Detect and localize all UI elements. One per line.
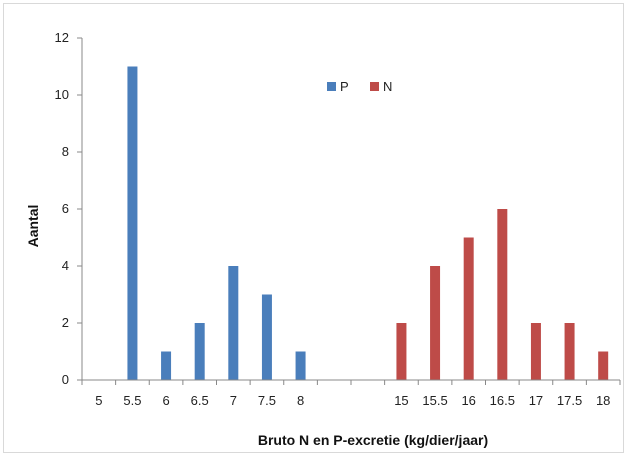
x-tick-label: 7.5 — [258, 393, 276, 408]
x-tick-label: 7 — [230, 393, 237, 408]
bar-n — [463, 237, 474, 380]
x-tick-label: 15.5 — [422, 393, 447, 408]
legend-label-p: P — [340, 79, 349, 94]
bar-p — [161, 351, 172, 380]
y-tick-label: 8 — [62, 144, 69, 159]
x-tick-label: 17 — [529, 393, 543, 408]
bars — [127, 66, 609, 380]
x-tick-label: 8 — [297, 393, 304, 408]
x-axis-title: Bruto N en P-excretie (kg/dier/jaar) — [258, 432, 488, 448]
bar-n — [598, 351, 609, 380]
bar-n — [564, 323, 575, 380]
bar-p — [194, 323, 205, 380]
y-tick-label: 6 — [62, 201, 69, 216]
x-tick-label: 6.5 — [191, 393, 209, 408]
y-axis-ticks: 0 2 4 6 8 10 12 — [55, 30, 83, 387]
bar-p — [295, 351, 306, 380]
bar-n — [396, 323, 407, 380]
x-tick-label: 5 — [95, 393, 102, 408]
bar-n — [530, 323, 541, 380]
bar-p — [127, 66, 138, 380]
legend-swatch-n — [370, 82, 379, 91]
chart-frame — [3, 3, 624, 453]
bar-p — [228, 266, 239, 380]
y-tick-label: 0 — [62, 372, 69, 387]
bar-n — [497, 209, 508, 380]
y-tick-label: 4 — [62, 258, 69, 273]
bar-n — [430, 266, 441, 380]
legend-label-n: N — [383, 79, 392, 94]
bar-p — [261, 294, 272, 380]
x-tick-label: 17.5 — [557, 393, 582, 408]
y-tick-label: 10 — [55, 87, 69, 102]
y-axis-title: Aantal — [25, 205, 41, 248]
legend-swatch-p — [327, 82, 336, 91]
x-tick-label: 16.5 — [490, 393, 515, 408]
x-tick-label: 5.5 — [123, 393, 141, 408]
y-tick-label: 12 — [55, 30, 69, 45]
x-tick-label: 6 — [162, 393, 169, 408]
x-tick-label: 15 — [394, 393, 408, 408]
x-axis — [81, 379, 621, 385]
y-tick-label: 2 — [62, 315, 69, 330]
x-tick-label: 18 — [596, 393, 610, 408]
x-tick-label: 16 — [461, 393, 475, 408]
x-tick-labels: 5 5.5 6 6.5 7 7.5 8 15 15.5 16 16.5 17 17.5 18 — [95, 393, 610, 408]
